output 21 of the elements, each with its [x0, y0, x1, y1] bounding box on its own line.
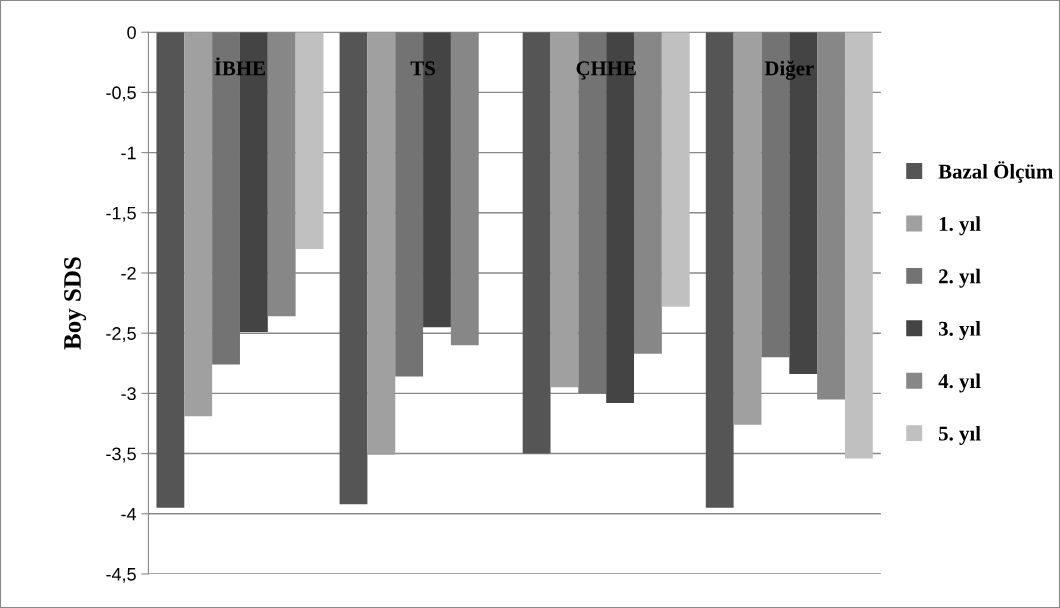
legend-label: Bazal Ölçüm [938, 161, 1053, 183]
y-tick-label: -2,5 [106, 327, 136, 343]
y-tick-label: 0 [127, 26, 136, 39]
legend-label: 3. yıl [938, 321, 981, 341]
y-axis-title: Boy SDS [64, 257, 87, 350]
y-tick-label: -4 [121, 507, 137, 521]
y-tick-label: -3 [121, 387, 136, 401]
y-tick-label: -3,5 [106, 447, 136, 463]
x-tick-label: Diğer [764, 60, 814, 80]
x-tick-label: TS [410, 61, 435, 76]
y-tick-label: -4,5 [106, 568, 136, 583]
y-tick-label: -1,5 [106, 206, 136, 222]
x-tick-label: İBHE [214, 57, 265, 76]
y-tick-label: -0,5 [106, 86, 136, 102]
y-tick-label: -1 [121, 146, 136, 160]
x-tick-label: ÇHHE [576, 61, 636, 80]
legend-label: 2. yıl [939, 268, 981, 288]
y-tick-label: -2 [121, 266, 136, 280]
legend-label: 1. yıl [939, 216, 981, 236]
legend-label: 5. yıl [939, 425, 981, 445]
legend-label: 4. yıl [938, 373, 981, 393]
